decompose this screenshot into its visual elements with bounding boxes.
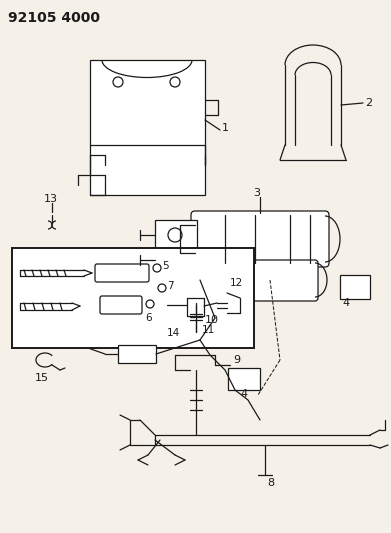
Text: 2: 2 xyxy=(365,98,372,108)
FancyBboxPatch shape xyxy=(191,211,329,267)
Bar xyxy=(118,345,156,363)
Text: 10: 10 xyxy=(205,315,219,325)
Text: 9: 9 xyxy=(233,355,240,365)
Bar xyxy=(228,368,260,390)
Text: 6: 6 xyxy=(145,313,152,323)
Text: 4: 4 xyxy=(342,298,349,308)
Text: 14: 14 xyxy=(167,328,180,338)
Text: 15: 15 xyxy=(35,373,49,383)
Text: 1: 1 xyxy=(222,123,229,133)
FancyBboxPatch shape xyxy=(212,260,318,301)
FancyBboxPatch shape xyxy=(100,296,142,314)
Text: 3: 3 xyxy=(253,188,260,198)
Text: 11: 11 xyxy=(202,325,215,335)
Bar xyxy=(12,248,254,348)
FancyBboxPatch shape xyxy=(95,264,149,282)
Text: 4: 4 xyxy=(240,389,247,399)
Text: 5: 5 xyxy=(162,261,169,271)
Bar xyxy=(155,220,197,275)
Text: 12: 12 xyxy=(230,278,243,288)
Text: 13: 13 xyxy=(44,194,58,204)
Bar xyxy=(90,60,205,195)
Text: 92105 4000: 92105 4000 xyxy=(8,11,100,25)
Text: 8: 8 xyxy=(267,478,274,488)
Bar xyxy=(340,275,370,299)
Text: 7: 7 xyxy=(167,281,174,291)
